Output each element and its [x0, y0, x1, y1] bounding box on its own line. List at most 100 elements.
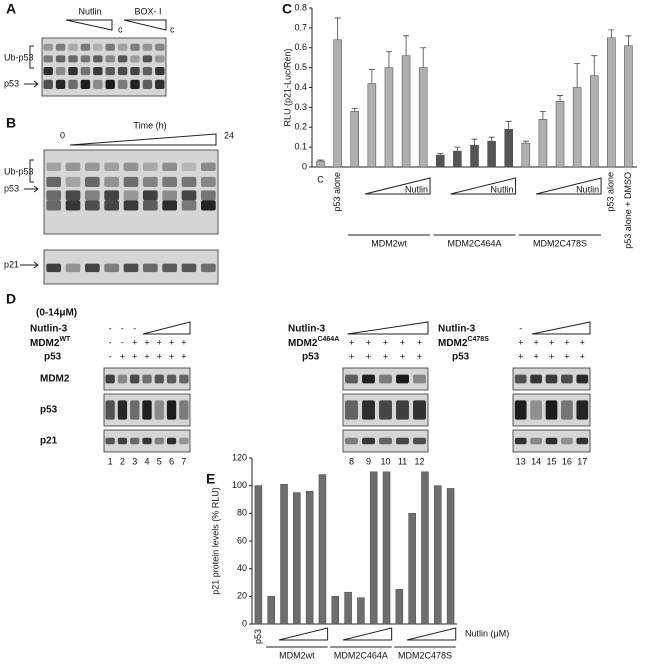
sign: + [564, 337, 569, 347]
sign: + [533, 351, 538, 361]
blot-band [123, 162, 139, 171]
lane-number: 6 [169, 456, 174, 466]
blot-band [166, 437, 177, 445]
sign: + [181, 337, 186, 347]
label: (0-14μM) [36, 308, 77, 319]
blot-band [55, 79, 66, 90]
blot-band [105, 374, 115, 384]
lane-number: 10 [380, 456, 390, 466]
error-bar [420, 47, 427, 68]
lane-number: 16 [562, 456, 572, 466]
axis-title: p21 protein levels (% RLU) [210, 487, 220, 595]
sign: - [121, 337, 124, 347]
triangle [531, 321, 591, 335]
bar [280, 484, 288, 625]
blot-band [514, 400, 527, 420]
blot-band [130, 437, 140, 445]
blot-band [65, 162, 81, 171]
blot-band [46, 176, 62, 187]
bar [401, 55, 411, 168]
error-bar [539, 110, 546, 120]
blot-band [530, 437, 542, 445]
blot-band [142, 43, 153, 51]
blot-band [43, 79, 53, 90]
blot-band [68, 67, 78, 76]
bar [350, 111, 360, 168]
blot-band [117, 79, 128, 90]
blot-band [155, 79, 165, 90]
blot-band [561, 374, 573, 384]
y-tick-label: 0.2 [294, 122, 307, 132]
blot-band [80, 67, 91, 76]
lane-number: 11 [398, 456, 407, 466]
sign: + [518, 337, 523, 347]
bar [267, 596, 275, 625]
arrow [24, 185, 39, 193]
error-bar [334, 17, 341, 40]
group-label: MDM2C464A [447, 238, 501, 248]
x-tick-label: p53 alone [606, 172, 616, 212]
sign: + [518, 351, 523, 361]
axis-note: Nutlin (μM) [465, 628, 509, 638]
error-bar [351, 107, 358, 112]
blot-band [123, 263, 139, 273]
blot-band [200, 263, 216, 273]
sign: + [417, 337, 422, 347]
lane-number: 3 [132, 456, 137, 466]
blot-band [105, 400, 115, 420]
sign: + [533, 337, 538, 347]
sign: + [144, 337, 149, 347]
blot-band [55, 43, 66, 51]
lane-number: 8 [349, 456, 354, 466]
blot-band [181, 263, 197, 273]
sign: + [366, 337, 371, 347]
sign: + [349, 337, 354, 347]
label: p53 [302, 352, 320, 363]
triangle-label: Nutlin [491, 184, 514, 194]
blot-band [93, 79, 103, 90]
row-label: MDM2 [40, 374, 70, 385]
blot-band [379, 400, 392, 420]
blot-band [181, 190, 197, 201]
sign: + [383, 337, 388, 347]
lane-number: 13 [516, 456, 526, 466]
triangle [69, 133, 217, 146]
blot-band [84, 176, 100, 187]
blot-band [576, 374, 589, 384]
bar [316, 160, 325, 168]
y-tick-label: 0.5 [294, 62, 307, 72]
label: MDM2C478S [438, 336, 489, 349]
label: Nutlin-3 [30, 324, 68, 335]
lane-number: 7 [181, 456, 186, 466]
label: MDM2WT [30, 336, 71, 349]
error-bar [437, 153, 444, 156]
blot-band [514, 437, 527, 445]
group-label: MDM2C478S [533, 238, 587, 248]
sign: + [400, 337, 405, 347]
blot-band [65, 263, 81, 273]
bar [555, 101, 565, 168]
triangle-label: Nutlin [576, 184, 599, 194]
blot-band [561, 400, 573, 420]
blot-band [80, 43, 91, 51]
bar [446, 488, 455, 625]
blot-band [84, 190, 100, 201]
blot-band [166, 374, 177, 384]
sign: + [580, 351, 585, 361]
blot-band [142, 263, 158, 273]
blot-band [200, 200, 216, 211]
y-tick-label: 120 [232, 452, 247, 462]
blot-band [200, 162, 216, 171]
lane-number: 2 [120, 456, 125, 466]
bar [434, 485, 442, 625]
label: p21 [4, 259, 19, 269]
sign: + [549, 337, 554, 347]
blot-band [130, 400, 140, 420]
bar [504, 128, 513, 168]
blot-band [162, 200, 178, 211]
blot-band [117, 400, 128, 420]
y-tick-label: 60 [237, 535, 247, 545]
blot-band [68, 43, 78, 51]
blot-band [162, 190, 178, 201]
blot-band [576, 400, 589, 420]
